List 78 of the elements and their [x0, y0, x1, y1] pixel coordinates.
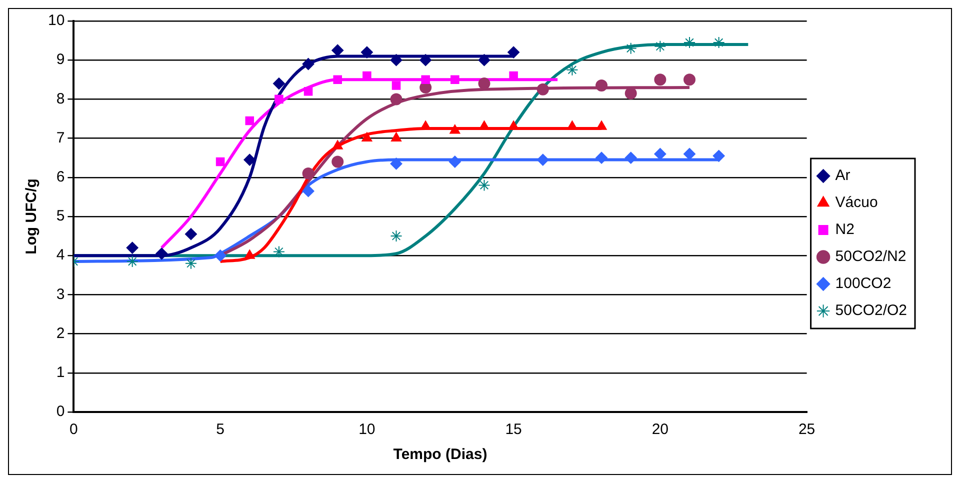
y-tick-label: 6 — [56, 168, 65, 186]
point — [684, 36, 696, 49]
point — [244, 250, 255, 259]
point — [272, 78, 285, 90]
legend-label: 50CO2/N2 — [835, 248, 906, 266]
y-tick-label: 3 — [56, 286, 65, 303]
y-axis-title: Log UFC/g — [23, 178, 40, 254]
point — [478, 54, 490, 66]
point — [508, 46, 520, 58]
point — [450, 75, 460, 84]
y-tick-label: 2 — [56, 324, 65, 342]
y-tick-label: 1 — [56, 364, 65, 382]
point — [390, 93, 402, 106]
point — [596, 120, 607, 130]
point — [420, 54, 432, 66]
point — [712, 150, 725, 162]
y-tick-label: 4 — [56, 246, 65, 264]
point — [302, 167, 314, 180]
point — [304, 86, 313, 96]
x-tick-label: 25 — [798, 421, 816, 438]
x-axis-title: Tempo (Dias) — [393, 446, 488, 464]
legend-label: Ar — [835, 167, 850, 184]
point — [272, 246, 285, 258]
point — [216, 157, 225, 166]
x-tick-label: 0 — [70, 421, 78, 438]
point — [332, 44, 344, 56]
legend-label: 100CO2 — [835, 275, 892, 292]
y-tick-label: 5 — [56, 208, 65, 225]
point — [126, 255, 138, 268]
point — [392, 81, 401, 90]
point — [448, 156, 461, 168]
legend-label: Vácuo — [835, 194, 878, 212]
point — [478, 179, 490, 192]
point — [245, 116, 254, 126]
x-tick-label: 20 — [652, 421, 669, 438]
point — [450, 124, 460, 134]
point — [332, 156, 344, 168]
point — [421, 75, 430, 84]
point — [184, 257, 197, 270]
point — [214, 250, 226, 262]
point — [126, 242, 138, 254]
point — [390, 54, 402, 66]
point — [624, 42, 637, 54]
legend-label: N2 — [835, 221, 854, 238]
point — [536, 83, 549, 96]
y-tick-label: 0 — [56, 403, 65, 420]
point — [624, 152, 637, 164]
point — [596, 80, 608, 92]
point — [184, 228, 197, 240]
point — [333, 75, 342, 84]
point — [654, 148, 666, 160]
point — [302, 185, 314, 198]
point — [390, 230, 402, 242]
x-tick-label: 10 — [358, 421, 376, 438]
point — [596, 152, 608, 164]
point — [654, 74, 666, 86]
point — [390, 132, 402, 142]
x-tick-label: 5 — [216, 421, 224, 438]
point — [332, 140, 343, 150]
point — [302, 58, 314, 70]
point — [360, 46, 373, 58]
point — [478, 78, 490, 90]
point — [654, 40, 666, 52]
y-tick-label: 10 — [48, 12, 65, 30]
y-tick-label: 7 — [56, 129, 65, 146]
point — [390, 158, 402, 170]
point — [362, 132, 372, 142]
point — [684, 74, 696, 86]
y-tick-label: 8 — [56, 90, 65, 108]
y-tick-label: 9 — [56, 51, 65, 68]
point — [684, 148, 696, 160]
legend-label: 50CO2/O2 — [835, 302, 908, 320]
point — [274, 94, 284, 104]
point — [156, 248, 168, 260]
point — [712, 36, 725, 49]
point — [566, 64, 578, 76]
point — [536, 154, 549, 166]
x-tick-label: 15 — [505, 421, 522, 438]
